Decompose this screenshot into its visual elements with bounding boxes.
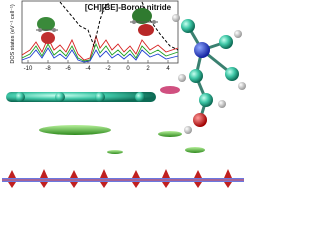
dos-inset: -10 -8 -6 -4 -2 0 2 4 [CH][BE]-Boron nitride DO… — [10, 0, 179, 72]
isosurfaces — [39, 125, 205, 154]
x-tick-label: -2 — [105, 66, 111, 72]
x-tick-label: -4 — [85, 66, 91, 72]
ring-molecule — [6, 86, 180, 102]
dos-curve-total-2 — [141, 1, 179, 51]
graphical-abstract: -10 -8 -6 -4 -2 0 2 4 [CH][BE]-Boron nitride DO… — [2, 0, 246, 188]
y-axis-label: DOS states (eV⁻¹ cell⁻¹) — [10, 4, 16, 63]
molecule — [172, 14, 246, 134]
dos-curve-blue — [21, 47, 179, 63]
x-tick-label: 4 — [166, 66, 170, 72]
inset-title: [CH][BE]-Boron nitride — [85, 3, 172, 12]
x-tick-label: -10 — [24, 66, 33, 72]
orbital-right — [130, 8, 158, 36]
x-tick-label: 2 — [146, 66, 150, 72]
bn-sheet — [2, 169, 244, 188]
x-tick-label: 0 — [126, 66, 130, 72]
x-tick-label: -8 — [45, 66, 51, 72]
x-tick-label: -6 — [65, 66, 71, 72]
x-ticks: -10 -8 -6 -4 -2 0 2 4 — [24, 60, 170, 72]
orbital-left — [36, 17, 58, 44]
